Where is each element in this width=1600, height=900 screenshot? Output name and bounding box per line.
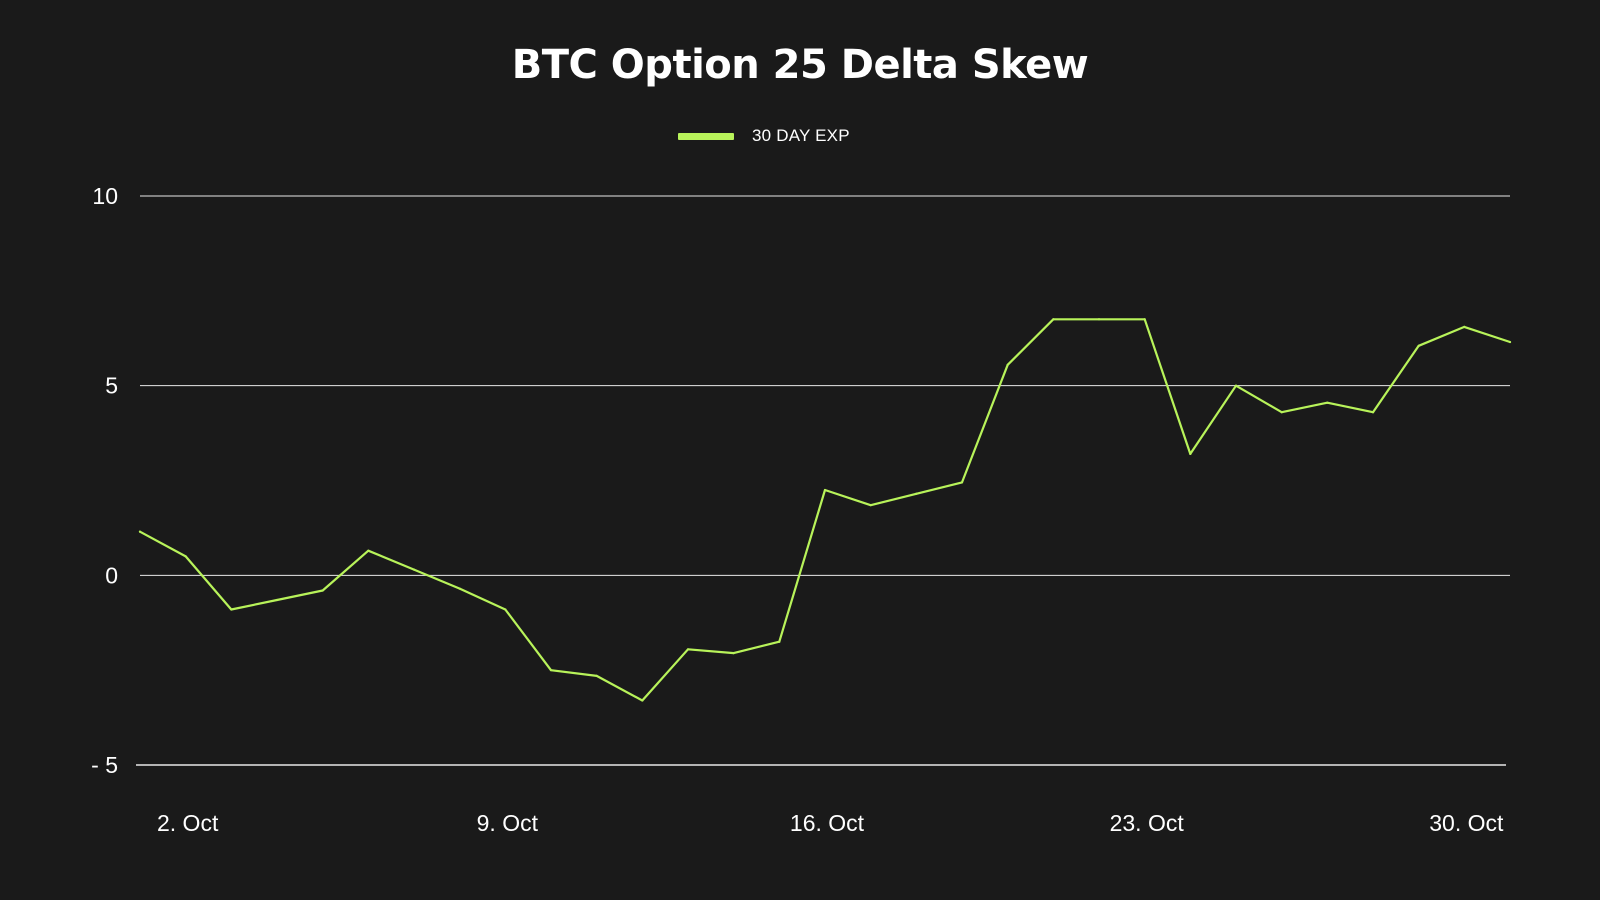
data-point[interactable]: [1371, 411, 1375, 414]
x-tick-label: 9. Oct: [477, 810, 539, 836]
data-point[interactable]: [138, 530, 142, 533]
x-tick-label: 2. Oct: [157, 810, 219, 836]
data-point[interactable]: [778, 640, 781, 643]
data-point[interactable]: [641, 699, 644, 702]
data-point[interactable]: [869, 504, 872, 507]
x-tick-label: 16. Oct: [790, 810, 865, 836]
y-tick-label: 0: [105, 562, 118, 588]
data-point[interactable]: [321, 589, 324, 592]
data-point[interactable]: [504, 608, 507, 611]
data-point[interactable]: [823, 488, 827, 492]
chart-title: BTC Option 25 Delta Skew: [511, 42, 1089, 88]
data-point[interactable]: [1143, 318, 1146, 321]
data-point[interactable]: [1006, 363, 1009, 366]
gridlines: [136, 195, 1510, 766]
y-tick-label: - 5: [91, 752, 118, 778]
data-point[interactable]: [595, 674, 598, 677]
data-point[interactable]: [412, 568, 416, 571]
legend-swatch: [678, 132, 734, 140]
y-tick-label: 10: [92, 183, 118, 209]
data-point[interactable]: [915, 492, 918, 495]
x-tick-label: 30. Oct: [1429, 810, 1504, 836]
data-point[interactable]: [686, 648, 690, 651]
data-point[interactable]: [367, 549, 370, 552]
data-point[interactable]: [1097, 318, 1101, 321]
x-axis-ticks: 2. Oct 9. Oct 16. Oct 23. Oct 30. Oct: [157, 810, 1504, 836]
data-point[interactable]: [960, 481, 964, 484]
data-point[interactable]: [1052, 318, 1055, 321]
legend-label: 30 DAY EXP: [752, 126, 850, 145]
data-point[interactable]: [1417, 344, 1420, 347]
legend[interactable]: 30 DAY EXP: [678, 126, 850, 146]
x-tick-label: 23. Oct: [1110, 810, 1185, 836]
data-point[interactable]: [549, 669, 553, 672]
data-point[interactable]: [230, 608, 233, 611]
data-point[interactable]: [1508, 340, 1512, 344]
data-point[interactable]: [1280, 411, 1283, 414]
data-point[interactable]: [458, 587, 461, 590]
data-point[interactable]: [1189, 452, 1192, 456]
y-tick-label: 5: [105, 373, 118, 399]
data-point[interactable]: [1234, 384, 1238, 387]
series-layer: [138, 318, 1512, 702]
data-point[interactable]: [1326, 401, 1329, 404]
data-point[interactable]: [1463, 325, 1466, 328]
data-point[interactable]: [184, 555, 187, 558]
data-point[interactable]: [275, 598, 279, 602]
y-axis-ticks: 10 5 0 - 5: [91, 183, 118, 778]
series-line[interactable]: [138, 318, 1512, 702]
data-point[interactable]: [732, 651, 735, 655]
